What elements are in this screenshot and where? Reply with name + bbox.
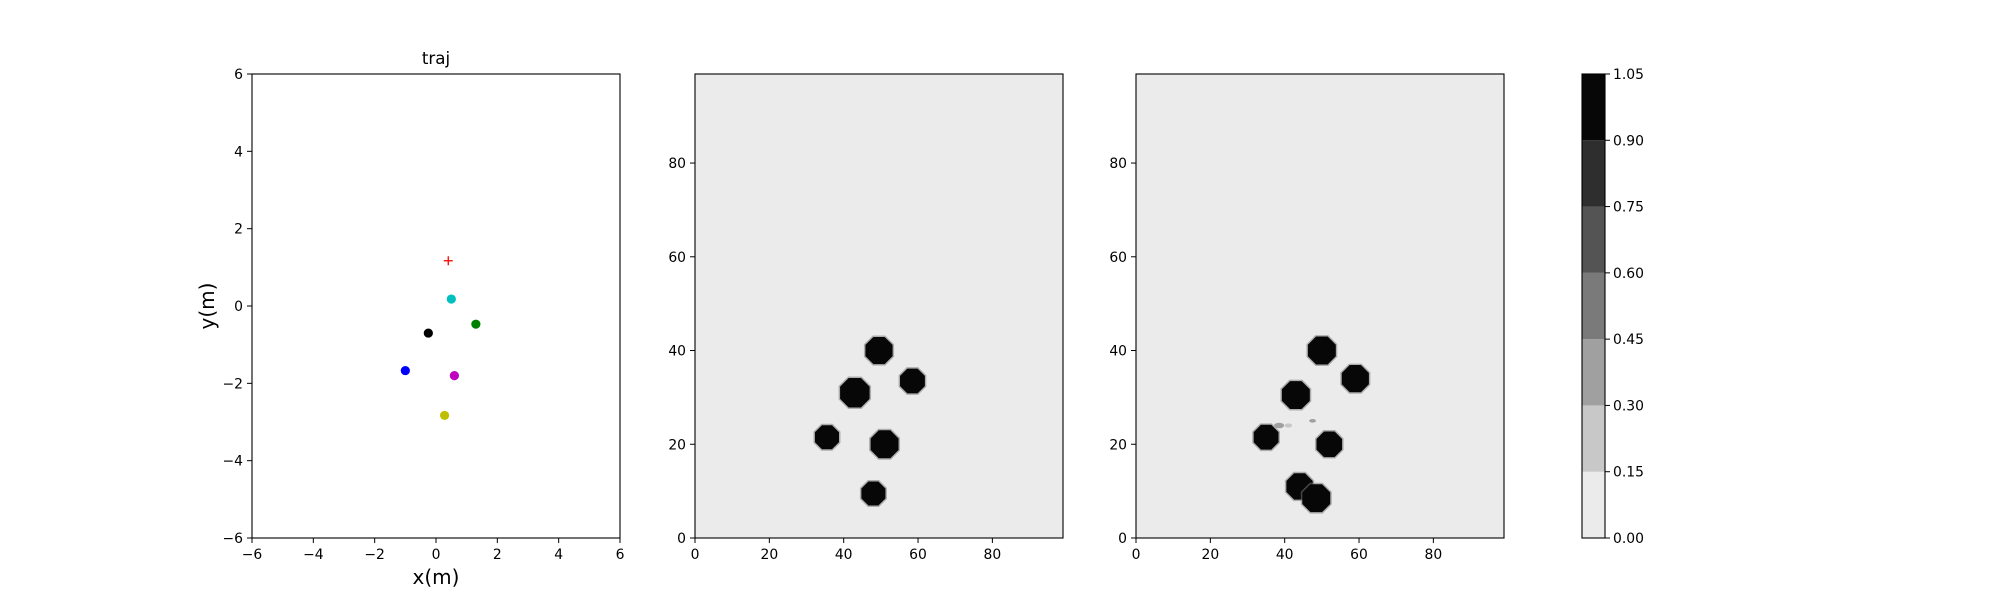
colorbar-band-0	[1582, 471, 1605, 538]
map1-y-ticks: 0 20 40 60 80	[668, 156, 695, 547]
map2-x-tick-label: 0	[1132, 547, 1141, 563]
map2-occupied-blob-4	[1316, 431, 1343, 458]
map2-occupied-blob-1	[1341, 365, 1369, 393]
map2-x-tick-label: 60	[1350, 547, 1368, 563]
map1-background	[695, 74, 1063, 538]
colorbar-tick-label: 0.00	[1613, 531, 1644, 547]
colorbar-tick-label: 0.45	[1613, 332, 1644, 348]
traj-y-tick-label: −2	[223, 376, 243, 392]
map2-occupied-blob-3	[1253, 424, 1279, 450]
map1-y-tick-label: 40	[668, 344, 686, 360]
map2-y-tick-label: 60	[1109, 250, 1127, 266]
colorbar-bands	[1582, 74, 1605, 538]
colorbar-ticks: 0.00 0.15 0.30 0.45 0.60 0.75 0.90 1.05	[1605, 67, 1644, 547]
map1-occupied-blob-4	[870, 430, 899, 459]
colorbar-tick-label: 0.75	[1613, 200, 1644, 216]
map1-occupied-blob-0	[865, 336, 893, 365]
map2-faint-blob-9	[1309, 418, 1316, 423]
colorbar: 0.00 0.15 0.30 0.45 0.60 0.75 0.90 1.05	[1581, 67, 1644, 547]
map1-y-tick-label: 60	[668, 250, 686, 266]
traj-marks	[400, 256, 481, 421]
colorbar-frame	[1581, 73, 1606, 539]
traj-x-tick-label: 2	[493, 547, 502, 563]
map2-x-ticks: 0 20 40 60 80	[1132, 538, 1443, 563]
map2-y-tick-label: 20	[1109, 437, 1127, 453]
agent-point-1	[446, 294, 456, 304]
traj-plot-area	[252, 74, 620, 538]
map1-occupied-blob-3	[814, 425, 839, 450]
map1-x-ticks: 0 20 40 60 80	[691, 538, 1002, 563]
traj-x-tick-label: 6	[616, 547, 625, 563]
traj-x-ticks: −6 −4 −2 0 2 4 6	[242, 538, 625, 563]
colorbar-band-1	[1582, 405, 1605, 472]
map1-blobs	[813, 335, 927, 507]
agent-point-2	[471, 319, 481, 329]
map1-x-tick-label: 80	[984, 547, 1002, 563]
map2-background	[1136, 74, 1504, 538]
traj-y-axis-label: y(m)	[195, 283, 219, 330]
colorbar-band-4	[1582, 206, 1605, 273]
colorbar-tick-label: 0.60	[1613, 266, 1644, 282]
map-panel-2: 0 20 40 60 80 0 20 40 60 80	[1109, 73, 1505, 563]
colorbar-band-2	[1582, 339, 1605, 406]
map1-occupied-blob-2	[840, 377, 870, 408]
map2-faint-blob-8	[1284, 423, 1293, 428]
goal-plus-marker	[443, 256, 453, 266]
map2-occupied-blob-6	[1302, 484, 1331, 513]
map2-blobs	[1252, 335, 1371, 514]
map1-x-tick-label: 40	[835, 547, 853, 563]
colorbar-tick-label: 0.15	[1613, 465, 1644, 481]
agent-point-6	[439, 410, 450, 421]
map1-occupied-blob-1	[900, 368, 925, 394]
traj-y-tick-label: 4	[234, 144, 243, 160]
map-panel-1: 0 20 40 60 80 0 20 40 60 80	[668, 73, 1064, 563]
map2-y-tick-label: 40	[1109, 344, 1127, 360]
traj-x-tick-label: −2	[364, 547, 384, 563]
agent-point-4	[400, 365, 410, 376]
map2-faint-blob-7	[1274, 422, 1285, 429]
map2-x-tick-label: 80	[1425, 547, 1443, 563]
traj-x-tick-label: −4	[303, 547, 324, 563]
map1-occupied-blob-5	[861, 481, 886, 506]
colorbar-tick-label: 1.05	[1613, 67, 1644, 83]
map2-occupied-blob-0	[1307, 336, 1336, 365]
traj-y-tick-label: 6	[234, 67, 243, 83]
agent-point-5	[449, 371, 459, 381]
map2-y-tick-label: 0	[1118, 531, 1127, 547]
traj-y-tick-label: 0	[234, 299, 243, 315]
colorbar-tick-label: 0.90	[1613, 133, 1644, 149]
colorbar-band-3	[1582, 272, 1605, 340]
agent-point-3	[423, 328, 433, 338]
traj-y-ticks: −6 −4 −2 0 2 4 6	[223, 67, 252, 547]
traj-x-axis-label: x(m)	[413, 565, 460, 589]
traj-x-tick-label: 0	[432, 547, 441, 563]
traj-y-tick-label: −4	[223, 454, 244, 470]
map1-y-tick-label: 20	[668, 437, 686, 453]
map2-occupied-blob-2	[1281, 381, 1310, 410]
colorbar-tick-label: 0.30	[1613, 398, 1644, 414]
map1-x-tick-label: 0	[691, 547, 700, 563]
traj-title: traj	[422, 48, 450, 68]
traj-y-tick-label: −6	[223, 531, 243, 547]
map2-y-ticks: 0 20 40 60 80	[1109, 156, 1136, 547]
map1-frame	[694, 73, 1064, 539]
colorbar-band-6	[1582, 74, 1605, 141]
map1-x-tick-label: 60	[909, 547, 927, 563]
map1-y-tick-label: 80	[668, 156, 686, 172]
traj-x-tick-label: 4	[554, 547, 563, 563]
traj-x-tick-label: −6	[242, 547, 262, 563]
traj-panel: traj −6 −4 −2 0 2 4 6 −6 −4 −2 0 2 4 6 x(m) y(m)	[195, 48, 624, 589]
map2-x-tick-label: 40	[1276, 547, 1294, 563]
traj-y-tick-label: 2	[234, 222, 243, 238]
map2-x-tick-label: 20	[1201, 547, 1219, 563]
map2-y-tick-label: 80	[1109, 156, 1127, 172]
map2-frame	[1135, 73, 1505, 539]
map1-x-tick-label: 20	[760, 547, 778, 563]
map1-y-tick-label: 0	[677, 531, 686, 547]
colorbar-band-5	[1582, 140, 1605, 207]
